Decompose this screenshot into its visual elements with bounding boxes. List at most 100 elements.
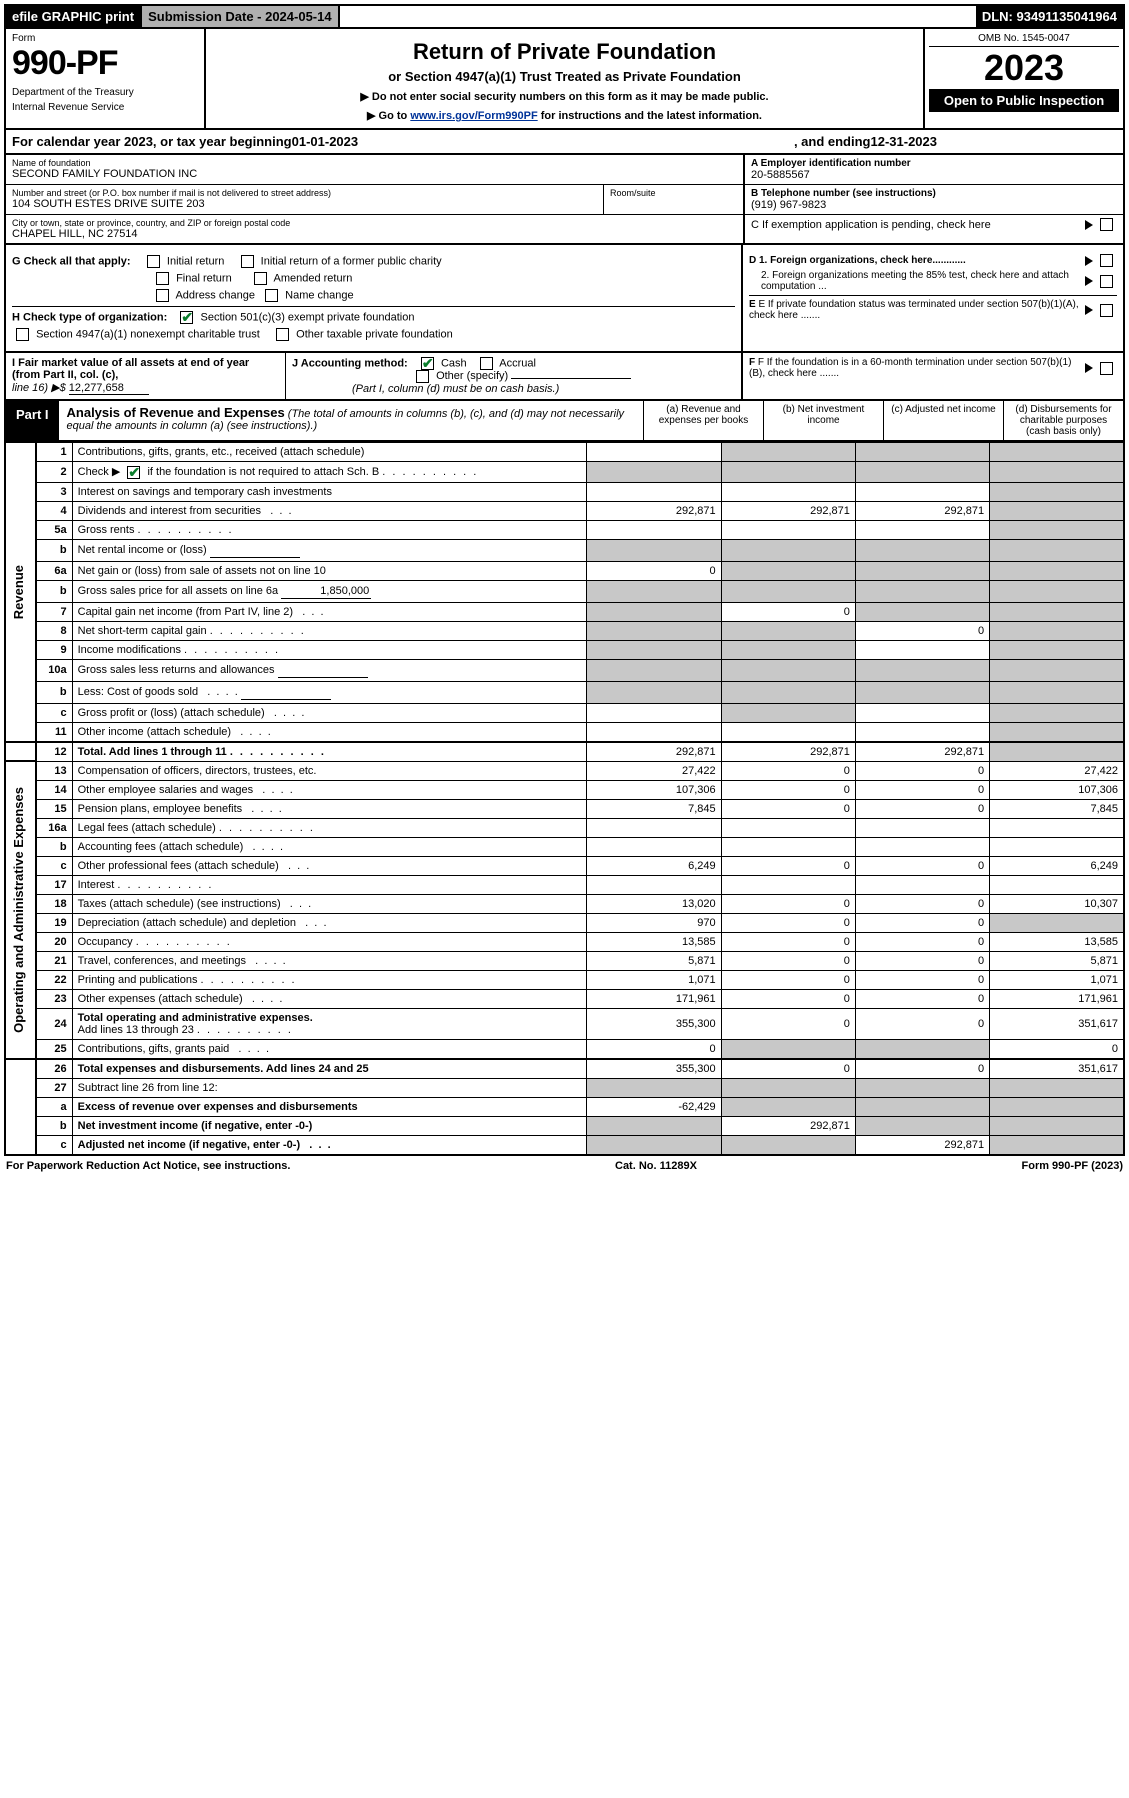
- line-6a-a: 0: [587, 561, 721, 580]
- arrow-icon: [1085, 363, 1093, 373]
- g-initial-former-checkbox[interactable]: [241, 255, 254, 268]
- g-name-checkbox[interactable]: [265, 289, 278, 302]
- g-amended-checkbox[interactable]: [254, 272, 267, 285]
- j-cash-checkbox[interactable]: [421, 357, 434, 370]
- part1-table: Revenue 1 Contributions, gifts, grants, …: [4, 442, 1125, 1156]
- line-16a-desc: Legal fees (attach schedule): [72, 818, 587, 837]
- d2-checkbox[interactable]: [1100, 275, 1113, 288]
- form-title: Return of Private Foundation: [212, 39, 917, 65]
- ein-value: 20-5885567: [751, 169, 1117, 181]
- h-label: H Check type of organization:: [12, 311, 167, 323]
- h-other-checkbox[interactable]: [276, 328, 289, 341]
- d1-label: D 1. Foreign organizations, check here..…: [749, 255, 966, 266]
- h-501c3-checkbox[interactable]: [180, 311, 193, 324]
- form-ref: Form 990-PF (2023): [1022, 1160, 1123, 1172]
- ssn-warning: ▶ Do not enter social security numbers o…: [212, 90, 917, 103]
- g-final-checkbox[interactable]: [156, 272, 169, 285]
- phone-value: (919) 967-9823: [751, 199, 1117, 211]
- line-10a-input[interactable]: [278, 663, 368, 678]
- line-18-desc: Taxes (attach schedule) (see instruction…: [72, 894, 587, 913]
- d2-label: 2. Foreign organizations meeting the 85%…: [749, 270, 1082, 292]
- f-label: F If the foundation is in a 60-month ter…: [749, 357, 1071, 379]
- j-accrual-checkbox[interactable]: [480, 357, 493, 370]
- form-subtitle: or Section 4947(a)(1) Trust Treated as P…: [212, 69, 917, 84]
- line-2-desc: Check ▶ if the foundation is not require…: [72, 462, 587, 483]
- calendar-year-row: For calendar year 2023, or tax year begi…: [4, 130, 1125, 155]
- line-1-desc: Contributions, gifts, grants, etc., rece…: [72, 443, 587, 462]
- part1-label: Part I: [6, 401, 59, 440]
- fmv-value: 12,277,658: [69, 382, 149, 395]
- efile-label[interactable]: efile GRAPHIC print: [6, 6, 142, 27]
- city-value: CHAPEL HILL, NC 27514: [12, 228, 737, 240]
- addr-label: Number and street (or P.O. box number if…: [12, 188, 597, 198]
- line-10c-desc: Gross profit or (loss) (attach schedule)…: [72, 703, 587, 722]
- ein-label: A Employer identification number: [751, 158, 911, 169]
- form-number: 990-PF: [12, 44, 198, 83]
- revenue-side-label: Revenue: [11, 565, 26, 619]
- c-checkbox[interactable]: [1100, 218, 1113, 231]
- e-checkbox[interactable]: [1100, 304, 1113, 317]
- arrow-icon: [1085, 305, 1093, 315]
- omb-number: OMB No. 1545-0047: [929, 33, 1119, 47]
- line-27b-desc: Net investment income (if negative, ente…: [72, 1116, 587, 1135]
- line-8-desc: Net short-term capital gain: [72, 621, 587, 640]
- line-6a-desc: Net gain or (loss) from sale of assets n…: [72, 561, 587, 580]
- form-word: Form: [12, 33, 198, 44]
- open-public: Open to Public Inspection: [929, 89, 1119, 112]
- line-5b-desc: Net rental income or (loss): [72, 539, 587, 561]
- city-label: City or town, state or province, country…: [12, 218, 737, 228]
- line-19-desc: Depreciation (attach schedule) and deple…: [72, 913, 587, 932]
- line-21-desc: Travel, conferences, and meetings . . . …: [72, 951, 587, 970]
- submission-date: Submission Date - 2024-05-14: [142, 6, 340, 27]
- form-header: Form 990-PF Department of the Treasury I…: [4, 29, 1125, 130]
- line-4-desc: Dividends and interest from securities .…: [72, 501, 587, 520]
- line-16b-desc: Accounting fees (attach schedule) . . . …: [72, 837, 587, 856]
- year-end: 12-31-2023: [871, 134, 938, 149]
- goto-note: ▶ Go to www.irs.gov/Form990PF for instru…: [212, 109, 917, 122]
- line-6b-input[interactable]: [281, 584, 371, 599]
- room-label: Room/suite: [603, 185, 743, 215]
- j-label: J Accounting method:: [292, 357, 408, 369]
- line-6b-desc: Gross sales price for all assets on line…: [72, 580, 587, 602]
- line-14-desc: Other employee salaries and wages . . . …: [72, 780, 587, 799]
- h-4947-checkbox[interactable]: [16, 328, 29, 341]
- schb-checkbox[interactable]: [127, 466, 140, 479]
- page-footer: For Paperwork Reduction Act Notice, see …: [4, 1156, 1125, 1176]
- j-note: (Part I, column (d) must be on cash basi…: [292, 383, 559, 395]
- dln-label: DLN: 93491135041964: [976, 6, 1123, 27]
- line-17-desc: Interest: [72, 875, 587, 894]
- dept-treasury: Department of the Treasury: [12, 87, 198, 98]
- line-7-desc: Capital gain net income (from Part IV, l…: [72, 602, 587, 621]
- arrow-icon: [1085, 256, 1093, 266]
- j-other-checkbox[interactable]: [416, 370, 429, 383]
- phone-label: B Telephone number (see instructions): [751, 188, 936, 199]
- g-row: G Check all that apply: Initial return I…: [12, 255, 735, 268]
- d1-checkbox[interactable]: [1100, 254, 1113, 267]
- paperwork-notice: For Paperwork Reduction Act Notice, see …: [6, 1160, 290, 1172]
- line-13-desc: Compensation of officers, directors, tru…: [72, 761, 587, 780]
- col-c-header: (c) Adjusted net income: [883, 401, 1003, 440]
- irs-link[interactable]: www.irs.gov/Form990PF: [410, 110, 537, 122]
- line-4-a: 292,871: [587, 501, 721, 520]
- line-20-desc: Occupancy: [72, 932, 587, 951]
- cat-no: Cat. No. 11289X: [615, 1160, 697, 1172]
- part1-title: Analysis of Revenue and Expenses: [67, 405, 285, 420]
- line-12-desc: Total. Add lines 1 through 11: [72, 742, 587, 762]
- line-27-desc: Subtract line 26 from line 12:: [72, 1078, 587, 1097]
- f-checkbox[interactable]: [1100, 362, 1113, 375]
- arrow-icon: [1085, 276, 1093, 286]
- line-5b-input[interactable]: [210, 543, 300, 558]
- line-10b-desc: Less: Cost of goods sold . . . .: [72, 681, 587, 703]
- expenses-side-label: Operating and Administrative Expenses: [11, 787, 26, 1033]
- line-3-desc: Interest on savings and temporary cash i…: [72, 482, 587, 501]
- foundation-name: SECOND FAMILY FOUNDATION INC: [12, 168, 737, 180]
- g-address-checkbox[interactable]: [156, 289, 169, 302]
- line-9-desc: Income modifications: [72, 640, 587, 659]
- line-27a-desc: Excess of revenue over expenses and disb…: [72, 1097, 587, 1116]
- line-10b-input[interactable]: [241, 685, 331, 700]
- g-initial-checkbox[interactable]: [147, 255, 160, 268]
- line-25-desc: Contributions, gifts, grants paid . . . …: [72, 1039, 587, 1059]
- line-27c-desc: Adjusted net income (if negative, enter …: [72, 1135, 587, 1155]
- name-label: Name of foundation: [12, 158, 737, 168]
- c-exemption-label: C If exemption application is pending, c…: [751, 219, 1082, 231]
